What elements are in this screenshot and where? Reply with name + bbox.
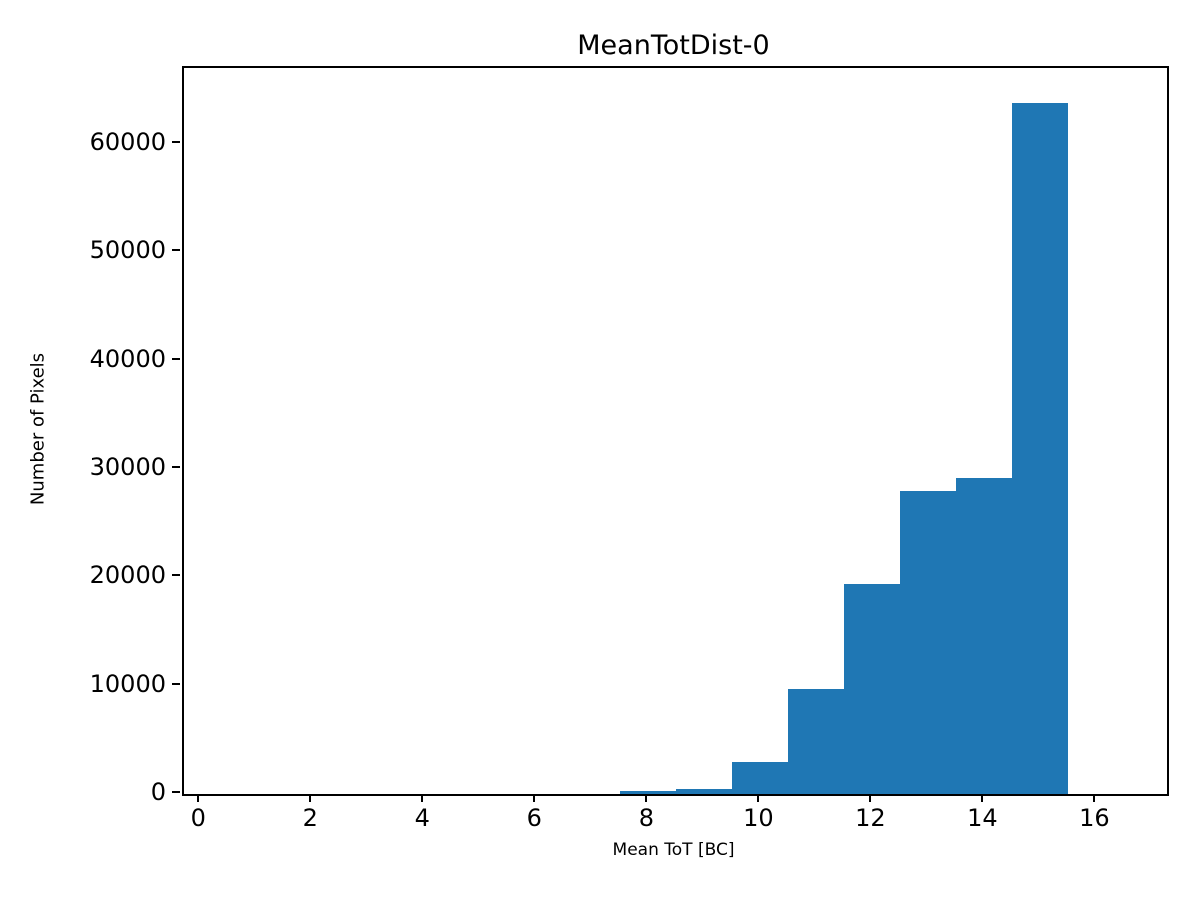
- x-tick-mark: [757, 794, 760, 802]
- x-tick-mark: [309, 794, 312, 802]
- x-tick-label: 4: [414, 804, 430, 832]
- y-tick-label: 50000: [89, 236, 166, 265]
- x-tick-label: 12: [855, 804, 886, 832]
- y-tick-mark: [172, 682, 180, 685]
- x-tick-mark: [869, 794, 872, 802]
- histogram-bar: [732, 762, 789, 794]
- x-tick-mark: [197, 794, 200, 802]
- y-tick-mark: [172, 249, 180, 252]
- x-tick-label: 6: [526, 804, 542, 832]
- x-tick-mark: [533, 794, 536, 802]
- histogram-bar: [900, 490, 957, 794]
- x-tick-mark: [645, 794, 648, 802]
- y-tick-mark: [172, 140, 180, 143]
- y-tick-label: 20000: [89, 561, 166, 590]
- y-tick-mark: [172, 357, 180, 360]
- x-tick-mark: [421, 794, 424, 802]
- plot-area: [182, 66, 1169, 796]
- x-axis-label: Mean ToT [BC]: [612, 840, 735, 860]
- x-tick-label: 0: [190, 804, 206, 832]
- x-tick-label: 14: [967, 804, 998, 832]
- x-tick-label: 16: [1079, 804, 1110, 832]
- histogram-bar: [1012, 102, 1069, 794]
- bars-layer: [184, 68, 1167, 794]
- x-tick-mark: [1093, 794, 1096, 802]
- histogram-bar: [956, 477, 1013, 794]
- histogram-bar: [620, 791, 677, 794]
- y-tick-label: 60000: [89, 127, 166, 156]
- y-tick-mark: [172, 574, 180, 577]
- chart-title: MeanTotDist-0: [577, 30, 770, 61]
- y-axis-label-text: Number of Pixels: [27, 352, 49, 506]
- x-tick-label: 2: [302, 804, 318, 832]
- x-tick-label: 10: [743, 804, 774, 832]
- x-tick-label: 8: [638, 804, 654, 832]
- histogram-bar: [788, 688, 845, 794]
- x-tick-mark: [981, 794, 984, 802]
- y-tick-label: 30000: [89, 452, 166, 481]
- histogram-bar: [844, 583, 901, 794]
- histogram-bar: [676, 788, 733, 794]
- y-tick-mark: [172, 791, 180, 793]
- y-tick-label: 40000: [89, 344, 166, 373]
- y-tick-label: 10000: [89, 669, 166, 698]
- y-tick-label: 0: [150, 778, 166, 806]
- y-tick-mark: [172, 465, 180, 468]
